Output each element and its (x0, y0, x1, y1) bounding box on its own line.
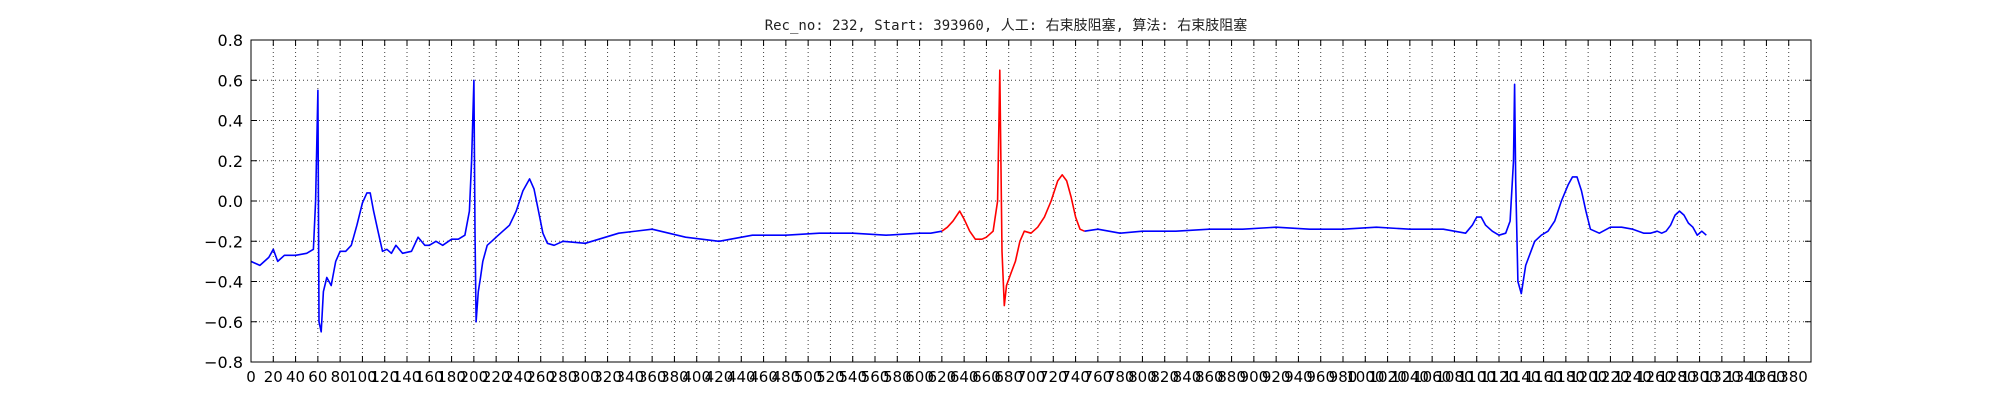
y-tick-label: −0.2 (204, 232, 243, 251)
series-line-3 (1084, 83, 1707, 295)
x-tick-label: 380 (660, 368, 689, 386)
x-tick-label: 360 (638, 368, 667, 386)
x-tick-label: 1320 (1703, 368, 1741, 386)
x-tick-label: 220 (482, 368, 511, 386)
chart-title: Rec_no: 232, Start: 393960, 人工: 右束肢阻塞, 算… (765, 17, 1248, 34)
x-tick-label: 980 (1329, 368, 1358, 386)
x-tick-label: 700 (1017, 368, 1046, 386)
x-tick-label: 620 (928, 368, 957, 386)
x-tick-label: 260 (526, 368, 555, 386)
x-tick-label: 900 (1240, 368, 1269, 386)
x-tick-label: 600 (905, 368, 934, 386)
x-tick-label: 420 (705, 368, 734, 386)
x-tick-label: 0 (246, 368, 256, 386)
x-tick-label: 1020 (1368, 368, 1406, 386)
x-tick-label: 1380 (1770, 368, 1808, 386)
x-tick-label: 160 (415, 368, 444, 386)
x-tick-label: 520 (816, 368, 845, 386)
x-tick-label: 460 (749, 368, 778, 386)
x-tick-label: 1280 (1658, 368, 1696, 386)
x-tick-label: 100 (348, 368, 377, 386)
y-tick-label: 0.2 (218, 152, 243, 171)
x-tick-label: 300 (571, 368, 600, 386)
x-tick-label: 740 (1061, 368, 1090, 386)
y-tick-label: 0.6 (218, 71, 243, 90)
x-tick-label: 800 (1128, 368, 1157, 386)
x-tick-label: 500 (794, 368, 823, 386)
x-tick-label: 1180 (1547, 368, 1585, 386)
x-tick-label: 1000 (1346, 368, 1384, 386)
x-tick-label: 280 (549, 368, 578, 386)
x-tick-label: 1140 (1502, 368, 1540, 386)
x-tick-label: 40 (286, 368, 305, 386)
x-tick-label: 180 (437, 368, 466, 386)
x-tick-label: 340 (616, 368, 645, 386)
x-tick-label: 660 (972, 368, 1001, 386)
x-axis-ticks: 0 20 40 60 801001201401601802002202402602803… (246, 40, 1808, 386)
x-tick-label: 1160 (1524, 368, 1562, 386)
x-tick-label: 920 (1262, 368, 1291, 386)
x-tick-label: 960 (1306, 368, 1335, 386)
y-axis-ticks: −0.8 −0.6 −0.4 −0.2 0.0 0.2 0.4 0.6 0.8 (204, 31, 1811, 372)
y-tick-label: 0.4 (218, 112, 243, 131)
x-tick-label: 560 (861, 368, 890, 386)
y-tick-label: 0.8 (218, 31, 243, 50)
x-tick-label: 240 (504, 368, 533, 386)
x-tick-label: 1340 (1725, 368, 1763, 386)
x-tick-label: 720 (1039, 368, 1068, 386)
x-tick-label: 80 (331, 368, 350, 386)
x-tick-label: 820 (1150, 368, 1179, 386)
x-tick-label: 20 (264, 368, 283, 386)
series-line-2 (941, 69, 1085, 307)
x-tick-label: 1240 (1614, 368, 1652, 386)
x-tick-label: 1040 (1391, 368, 1429, 386)
x-tick-label: 1120 (1480, 368, 1518, 386)
grid-lines (251, 40, 1811, 362)
x-tick-label: 680 (994, 368, 1023, 386)
x-tick-label: 640 (950, 368, 979, 386)
x-tick-label: 580 (883, 368, 912, 386)
x-tick-label: 780 (1106, 368, 1135, 386)
x-tick-label: 200 (460, 368, 489, 386)
x-tick-label: 1300 (1680, 368, 1718, 386)
y-tick-label: −0.8 (204, 353, 243, 372)
x-tick-label: 540 (838, 368, 867, 386)
x-tick-label: 1260 (1636, 368, 1674, 386)
x-tick-label: 1200 (1569, 368, 1607, 386)
x-tick-label: 400 (682, 368, 711, 386)
x-tick-label: 880 (1217, 368, 1246, 386)
series-lines (250, 69, 1707, 333)
x-tick-label: 1220 (1591, 368, 1629, 386)
y-tick-label: −0.4 (204, 273, 243, 292)
x-tick-label: 1100 (1458, 368, 1496, 386)
x-tick-label: 60 (308, 368, 327, 386)
y-tick-label: 0.0 (218, 192, 243, 211)
x-tick-label: 440 (727, 368, 756, 386)
series-line-1 (250, 79, 943, 333)
y-tick-label: −0.6 (204, 313, 243, 332)
x-tick-label: 1060 (1413, 368, 1451, 386)
x-tick-label: 120 (370, 368, 399, 386)
x-tick-label: 1360 (1747, 368, 1785, 386)
x-tick-label: 840 (1173, 368, 1202, 386)
x-tick-label: 1080 (1435, 368, 1473, 386)
x-tick-label: 860 (1195, 368, 1224, 386)
x-tick-label: 480 (772, 368, 801, 386)
x-tick-label: 140 (393, 368, 422, 386)
x-tick-label: 940 (1284, 368, 1313, 386)
x-tick-label: 760 (1084, 368, 1113, 386)
x-tick-label: 320 (593, 368, 622, 386)
